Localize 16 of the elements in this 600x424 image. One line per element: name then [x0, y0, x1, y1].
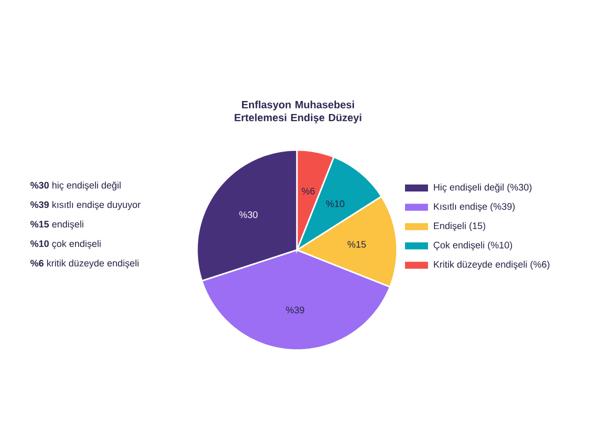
data-label: %39 [286, 306, 304, 314]
data-label: %15 [348, 241, 366, 248]
text: %39 kısıtlı endişe duyuyor [30, 201, 141, 210]
data-label: %6 [302, 188, 315, 194]
text: %6 kritik düzeyde endişeli [30, 260, 138, 268]
legend-label: Kritik düzeyde endişeli (%6) [434, 260, 550, 270]
chart-title: Enflasyon Muhasebesi Ertelemesi Endişe Düzeyi [234, 100, 362, 124]
legend-label: Endişeli (15) [434, 222, 486, 232]
legend-label: Kısıtlı endişe (%39) [434, 202, 515, 212]
text: %10 çok endişeli [30, 240, 101, 249]
legend-label: Çok endişeli (%10) [434, 241, 512, 250]
text: %30 hiç endişeli değil [30, 182, 121, 190]
data-label: %30 [239, 211, 258, 218]
text: %15 endişeli [30, 220, 84, 230]
legend-label: Hiç endişeli değil (%30) [434, 184, 532, 192]
data-label: %10 [326, 200, 344, 208]
